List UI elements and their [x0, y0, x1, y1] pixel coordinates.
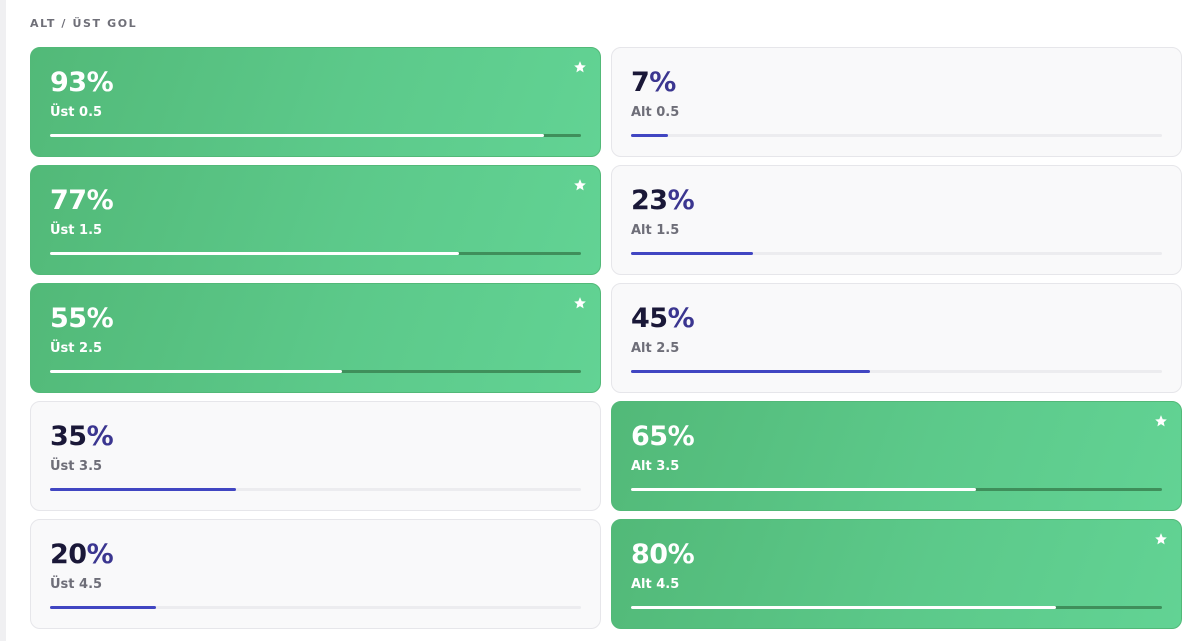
percentage-number: 23	[631, 185, 668, 216]
percentage-number: 77	[50, 185, 87, 216]
probability-bar	[631, 252, 1162, 255]
market-label: Alt 1.5	[631, 223, 680, 238]
left-edge-strip	[0, 0, 6, 641]
probability-bar-fill	[631, 606, 1056, 609]
probability-bar-fill	[50, 606, 157, 609]
percentage-number: 45	[631, 303, 668, 334]
percentage-sign: %	[667, 539, 695, 570]
market-label: Alt 4.5	[631, 577, 680, 592]
odds-card[interactable]: 23% Alt 1.5	[611, 165, 1182, 275]
percentage-value: 23%	[631, 185, 695, 217]
section-title: ALT / ÜST GOL	[30, 17, 138, 30]
star-icon	[574, 61, 586, 73]
odds-card[interactable]: 77% Üst 1.5	[30, 165, 601, 275]
probability-bar-fill	[50, 488, 236, 491]
percentage-sign: %	[86, 185, 114, 216]
probability-bar-fill	[50, 370, 343, 373]
percentage-value: 20%	[50, 539, 114, 571]
percentage-number: 93	[50, 67, 87, 98]
odds-card[interactable]: 65% Alt 3.5	[611, 401, 1182, 511]
probability-bar	[50, 134, 581, 137]
percentage-value: 55%	[50, 303, 114, 335]
star-icon	[574, 179, 586, 191]
percentage-value: 80%	[631, 539, 695, 571]
percentage-sign: %	[86, 421, 114, 452]
probability-bar	[50, 252, 581, 255]
market-label: Üst 1.5	[50, 223, 103, 238]
probability-bar-fill	[50, 134, 544, 137]
over-under-grid: 93% Üst 0.5 7% Alt 0.5 77% Üst 1.5 23% A…	[30, 47, 1182, 629]
percentage-value: 7%	[631, 67, 676, 99]
odds-card[interactable]: 55% Üst 2.5	[30, 283, 601, 393]
percentage-value: 45%	[631, 303, 695, 335]
market-label: Üst 4.5	[50, 577, 103, 592]
percentage-sign: %	[86, 303, 114, 334]
percentage-sign: %	[667, 421, 695, 452]
odds-card[interactable]: 35% Üst 3.5	[30, 401, 601, 511]
percentage-number: 20	[50, 539, 87, 570]
percentage-sign: %	[86, 539, 114, 570]
probability-bar	[50, 370, 581, 373]
market-label: Alt 0.5	[631, 105, 680, 120]
probability-bar	[50, 488, 581, 491]
percentage-sign: %	[86, 67, 114, 98]
probability-bar	[631, 488, 1162, 491]
star-icon	[574, 297, 586, 309]
odds-card[interactable]: 45% Alt 2.5	[611, 283, 1182, 393]
probability-bar	[50, 606, 581, 609]
probability-bar-fill	[50, 252, 459, 255]
market-label: Üst 0.5	[50, 105, 103, 120]
percentage-number: 35	[50, 421, 87, 452]
market-label: Üst 2.5	[50, 341, 103, 356]
percentage-value: 77%	[50, 185, 114, 217]
percentage-sign: %	[667, 185, 695, 216]
market-label: Alt 2.5	[631, 341, 680, 356]
probability-bar	[631, 134, 1162, 137]
probability-bar-fill	[631, 134, 669, 137]
percentage-number: 7	[631, 67, 650, 98]
probability-bar	[631, 370, 1162, 373]
percentage-sign: %	[667, 303, 695, 334]
odds-card[interactable]: 80% Alt 4.5	[611, 519, 1182, 629]
odds-card[interactable]: 7% Alt 0.5	[611, 47, 1182, 157]
percentage-number: 80	[631, 539, 668, 570]
star-icon	[1155, 533, 1167, 545]
percentage-value: 65%	[631, 421, 695, 453]
probability-bar	[631, 606, 1162, 609]
percentage-sign: %	[649, 67, 676, 98]
probability-bar-fill	[631, 252, 754, 255]
market-label: Alt 3.5	[631, 459, 680, 474]
star-icon	[1155, 415, 1167, 427]
odds-card[interactable]: 20% Üst 4.5	[30, 519, 601, 629]
probability-bar-fill	[631, 488, 977, 491]
percentage-value: 35%	[50, 421, 114, 453]
percentage-number: 55	[50, 303, 87, 334]
percentage-value: 93%	[50, 67, 114, 99]
market-label: Üst 3.5	[50, 459, 103, 474]
odds-card[interactable]: 93% Üst 0.5	[30, 47, 601, 157]
percentage-number: 65	[631, 421, 668, 452]
probability-bar-fill	[631, 370, 870, 373]
